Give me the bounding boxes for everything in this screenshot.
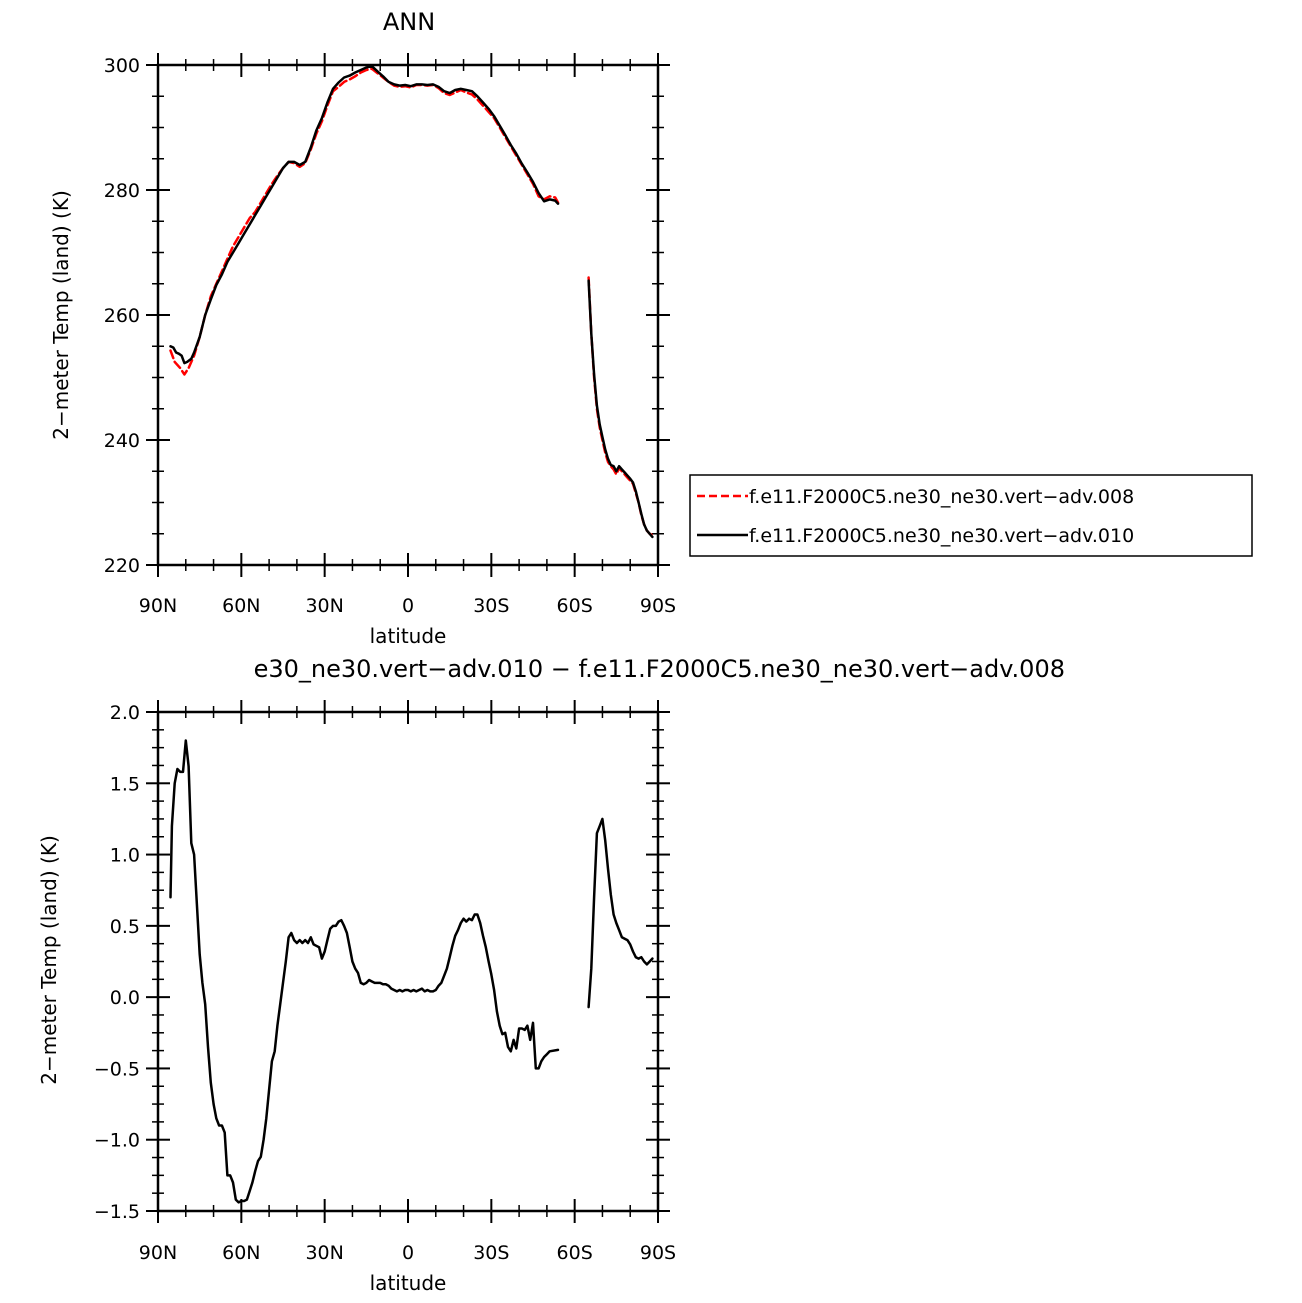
bottom-y-axis-title: 2−meter Temp (land) (K)	[37, 835, 61, 1085]
y-tick-label: −1.5	[94, 1201, 140, 1223]
top-plot-frame	[156, 63, 660, 567]
top-plot-title: ANN	[383, 8, 435, 36]
top-x-tick-labels: 90N 60N 30N 0 30S 60S 90S	[139, 595, 676, 617]
y-tick-label: 300	[104, 55, 140, 77]
y-tick-label: 240	[104, 430, 140, 452]
x-tick-label: 60S	[557, 595, 593, 617]
y-tick-label: 220	[104, 555, 140, 577]
y-tick-label: 2.0	[110, 702, 140, 724]
y-tick-label: 1.0	[110, 845, 140, 867]
y-tick-label: −1.0	[94, 1130, 140, 1152]
y-tick-label: 1.5	[110, 773, 140, 795]
x-tick-label: 30S	[473, 595, 509, 617]
y-tick-label: 0.0	[110, 987, 140, 1009]
x-tick-label: 30N	[305, 1242, 343, 1264]
top-tick-marks	[146, 53, 670, 577]
x-tick-label: 0	[402, 1242, 414, 1264]
legend-label-008: f.e11.F2000C5.ne30_ne30.vert−adv.008	[749, 486, 1134, 508]
y-tick-label: 0.5	[110, 916, 140, 938]
x-tick-label: 60N	[222, 1242, 260, 1264]
bottom-x-axis-title: latitude	[370, 1271, 447, 1295]
top-y-tick-labels: 300 280 260 240 220	[104, 55, 140, 577]
x-tick-label: 90S	[640, 1242, 676, 1264]
x-tick-label: 30S	[473, 1242, 509, 1264]
bottom-plot-title: e30_ne30.vert−adv.010 − f.e11.F2000C5.ne…	[254, 655, 1065, 683]
series-line-top-1	[169, 64, 560, 365]
series-line-bot-0	[169, 739, 560, 1204]
bottom-series-lines	[169, 739, 654, 1204]
series-line-bot-0	[587, 817, 654, 1009]
bottom-y-tick-labels: 2.0 1.5 1.0 0.5 0.0 −0.5 −1.0 −1.5	[94, 702, 140, 1223]
x-tick-label: 60N	[222, 595, 260, 617]
top-x-axis-title: latitude	[370, 624, 447, 648]
x-tick-label: 60S	[557, 1242, 593, 1264]
bottom-x-tick-labels: 90N 60N 30N 0 30S 60S 90S	[139, 1242, 676, 1264]
y-tick-label: −0.5	[94, 1058, 140, 1080]
top-y-axis-title: 2−meter Temp (land) (K)	[49, 190, 73, 440]
legend-box	[689, 474, 1253, 557]
series-line-top-0	[169, 67, 560, 376]
x-tick-label: 90S	[640, 595, 676, 617]
legend-label-010: f.e11.F2000C5.ne30_ne30.vert−adv.010	[749, 525, 1134, 547]
bottom-plot-frame	[156, 710, 660, 1213]
x-tick-label: 90N	[139, 595, 177, 617]
x-tick-label: 0	[402, 595, 414, 617]
y-tick-label: 280	[104, 180, 140, 202]
x-tick-label: 30N	[305, 595, 343, 617]
bottom-panel: e30_ne30.vert−adv.010 − f.e11.F2000C5.ne…	[37, 655, 1065, 1295]
y-tick-label: 260	[104, 305, 140, 327]
series-line-top-1	[587, 279, 654, 539]
legend: f.e11.F2000C5.ne30_ne30.vert−adv.008 f.e…	[689, 474, 1253, 557]
x-tick-label: 90N	[139, 1242, 177, 1264]
top-series-lines	[169, 64, 654, 539]
